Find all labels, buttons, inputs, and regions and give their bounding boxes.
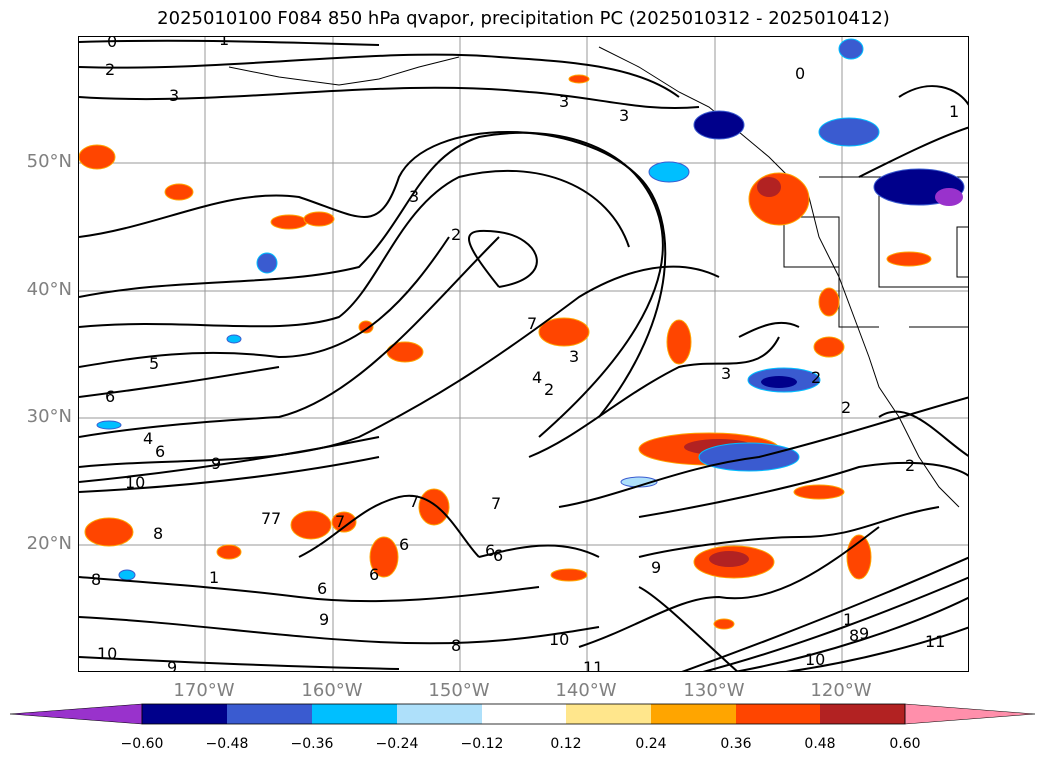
contour-label: 3 (619, 106, 629, 125)
contour-label: 8 (849, 626, 859, 645)
colorbar-segment (142, 704, 227, 724)
colorbar-segment (482, 704, 566, 724)
qvapor-contours (79, 39, 968, 671)
colorbar (10, 703, 1036, 725)
contour-label: 1 (949, 102, 959, 121)
contour-label: 9 (651, 558, 661, 577)
colorbar-segment (312, 704, 397, 724)
colorbar-tick: −0.60 (120, 736, 164, 752)
contour-label: 7 (261, 509, 271, 528)
colorbar-tick: −0.36 (290, 736, 334, 752)
contour-label: 2 (811, 368, 821, 387)
lon-label-150w: 150°W (428, 680, 490, 701)
contour-label: 1 (219, 37, 229, 49)
colorbar-tick: 0.36 (720, 736, 752, 752)
lat-label-40n: 40°N (26, 279, 72, 300)
contour-label: 1 (843, 610, 853, 629)
contour-label: 2 (105, 60, 115, 79)
contour-labels: 0 1 2 3 3 3 2 3 5 6 4 6 9 10 7 3 2 4 7 7… (91, 37, 959, 672)
contour-label: 2 (905, 456, 915, 475)
contour-label: 3 (169, 86, 179, 105)
colorbar-tick: 0.48 (804, 736, 836, 752)
contour-label: 5 (149, 354, 159, 373)
lon-label-140w: 140°W (555, 680, 617, 701)
colorbar-tick: −0.24 (375, 736, 419, 752)
contour-label: 11 (925, 632, 945, 651)
colorbar-segment (820, 704, 905, 724)
lon-label-160w: 160°W (301, 680, 363, 701)
colorbar-segment (227, 704, 312, 724)
contour-label: 9 (319, 610, 329, 629)
contour-label: 2 (841, 398, 851, 417)
contour-label: 7 (491, 494, 501, 513)
contour-label: 9 (167, 658, 177, 672)
colorbar-tick: 0.24 (635, 736, 667, 752)
colorbar-segment (904, 703, 1036, 725)
contour-label: 7 (335, 512, 345, 531)
contour-label: 10 (97, 644, 117, 663)
contour-label: 6 (399, 535, 409, 554)
contour-label: 6 (317, 579, 327, 598)
lon-label-120w: 120°W (810, 680, 872, 701)
contour-label: 10 (549, 630, 569, 649)
lon-label-130w: 130°W (683, 680, 745, 701)
lon-label-170w: 170°W (173, 680, 235, 701)
contour-label: 10 (805, 650, 825, 669)
contour-label: 3 (559, 92, 569, 111)
map-canvas: 0 1 2 3 3 3 2 3 5 6 4 6 9 10 7 3 2 4 7 7… (79, 37, 968, 672)
map-panel: 0 1 2 3 3 3 2 3 5 6 4 6 9 10 7 3 2 4 7 7… (78, 36, 969, 672)
contour-label: 3 (569, 347, 579, 366)
contour-label: 7 (271, 509, 281, 528)
contour-label: 6 (493, 546, 503, 565)
contour-label: 6 (485, 541, 495, 560)
colorbar-segment (566, 704, 651, 724)
colorbar-tick: −0.48 (205, 736, 249, 752)
contour-label: 6 (369, 565, 379, 584)
contour-label: 9 (211, 454, 221, 473)
colorbar-outline (141, 703, 906, 725)
map-title: 2025010100 F084 850 hPa qvapor, precipit… (157, 8, 890, 29)
contour-label: 11 (583, 658, 603, 672)
contour-label: 4 (143, 429, 153, 448)
colorbar-tick: −0.12 (460, 736, 504, 752)
contour-label: 3 (721, 364, 731, 383)
contour-label: 0 (795, 64, 805, 83)
contour-label: 0 (107, 37, 117, 51)
contour-label: 8 (451, 636, 461, 655)
colorbar-segment (10, 703, 143, 725)
colorbar-segment (651, 704, 736, 724)
lat-label-50n: 50°N (26, 151, 72, 172)
precip-negative (96, 38, 965, 581)
contour-label: 2 (451, 225, 461, 244)
colorbar-segment (397, 704, 482, 724)
contour-label: 4 (532, 368, 542, 387)
contour-label: 8 (91, 570, 101, 589)
contour-label: 6 (155, 442, 165, 461)
precip-positive (79, 74, 932, 630)
contour-label: 9 (859, 624, 869, 643)
lat-label-20n: 20°N (26, 533, 72, 554)
colorbar-tick: 0.12 (550, 736, 582, 752)
coastline (228, 46, 968, 508)
contour-label: 10 (125, 473, 145, 492)
contour-label: 6 (105, 387, 115, 406)
colorbar-segment (736, 704, 820, 724)
contour-label: 2 (544, 380, 554, 399)
contour-label: 3 (409, 187, 419, 206)
contour-label: 1 (209, 568, 219, 587)
contour-label: 7 (527, 314, 537, 333)
contour-label: 8 (153, 524, 163, 543)
lat-label-30n: 30°N (26, 406, 72, 427)
colorbar-tick: 0.60 (889, 736, 921, 752)
contour-label: 7 (409, 492, 419, 511)
